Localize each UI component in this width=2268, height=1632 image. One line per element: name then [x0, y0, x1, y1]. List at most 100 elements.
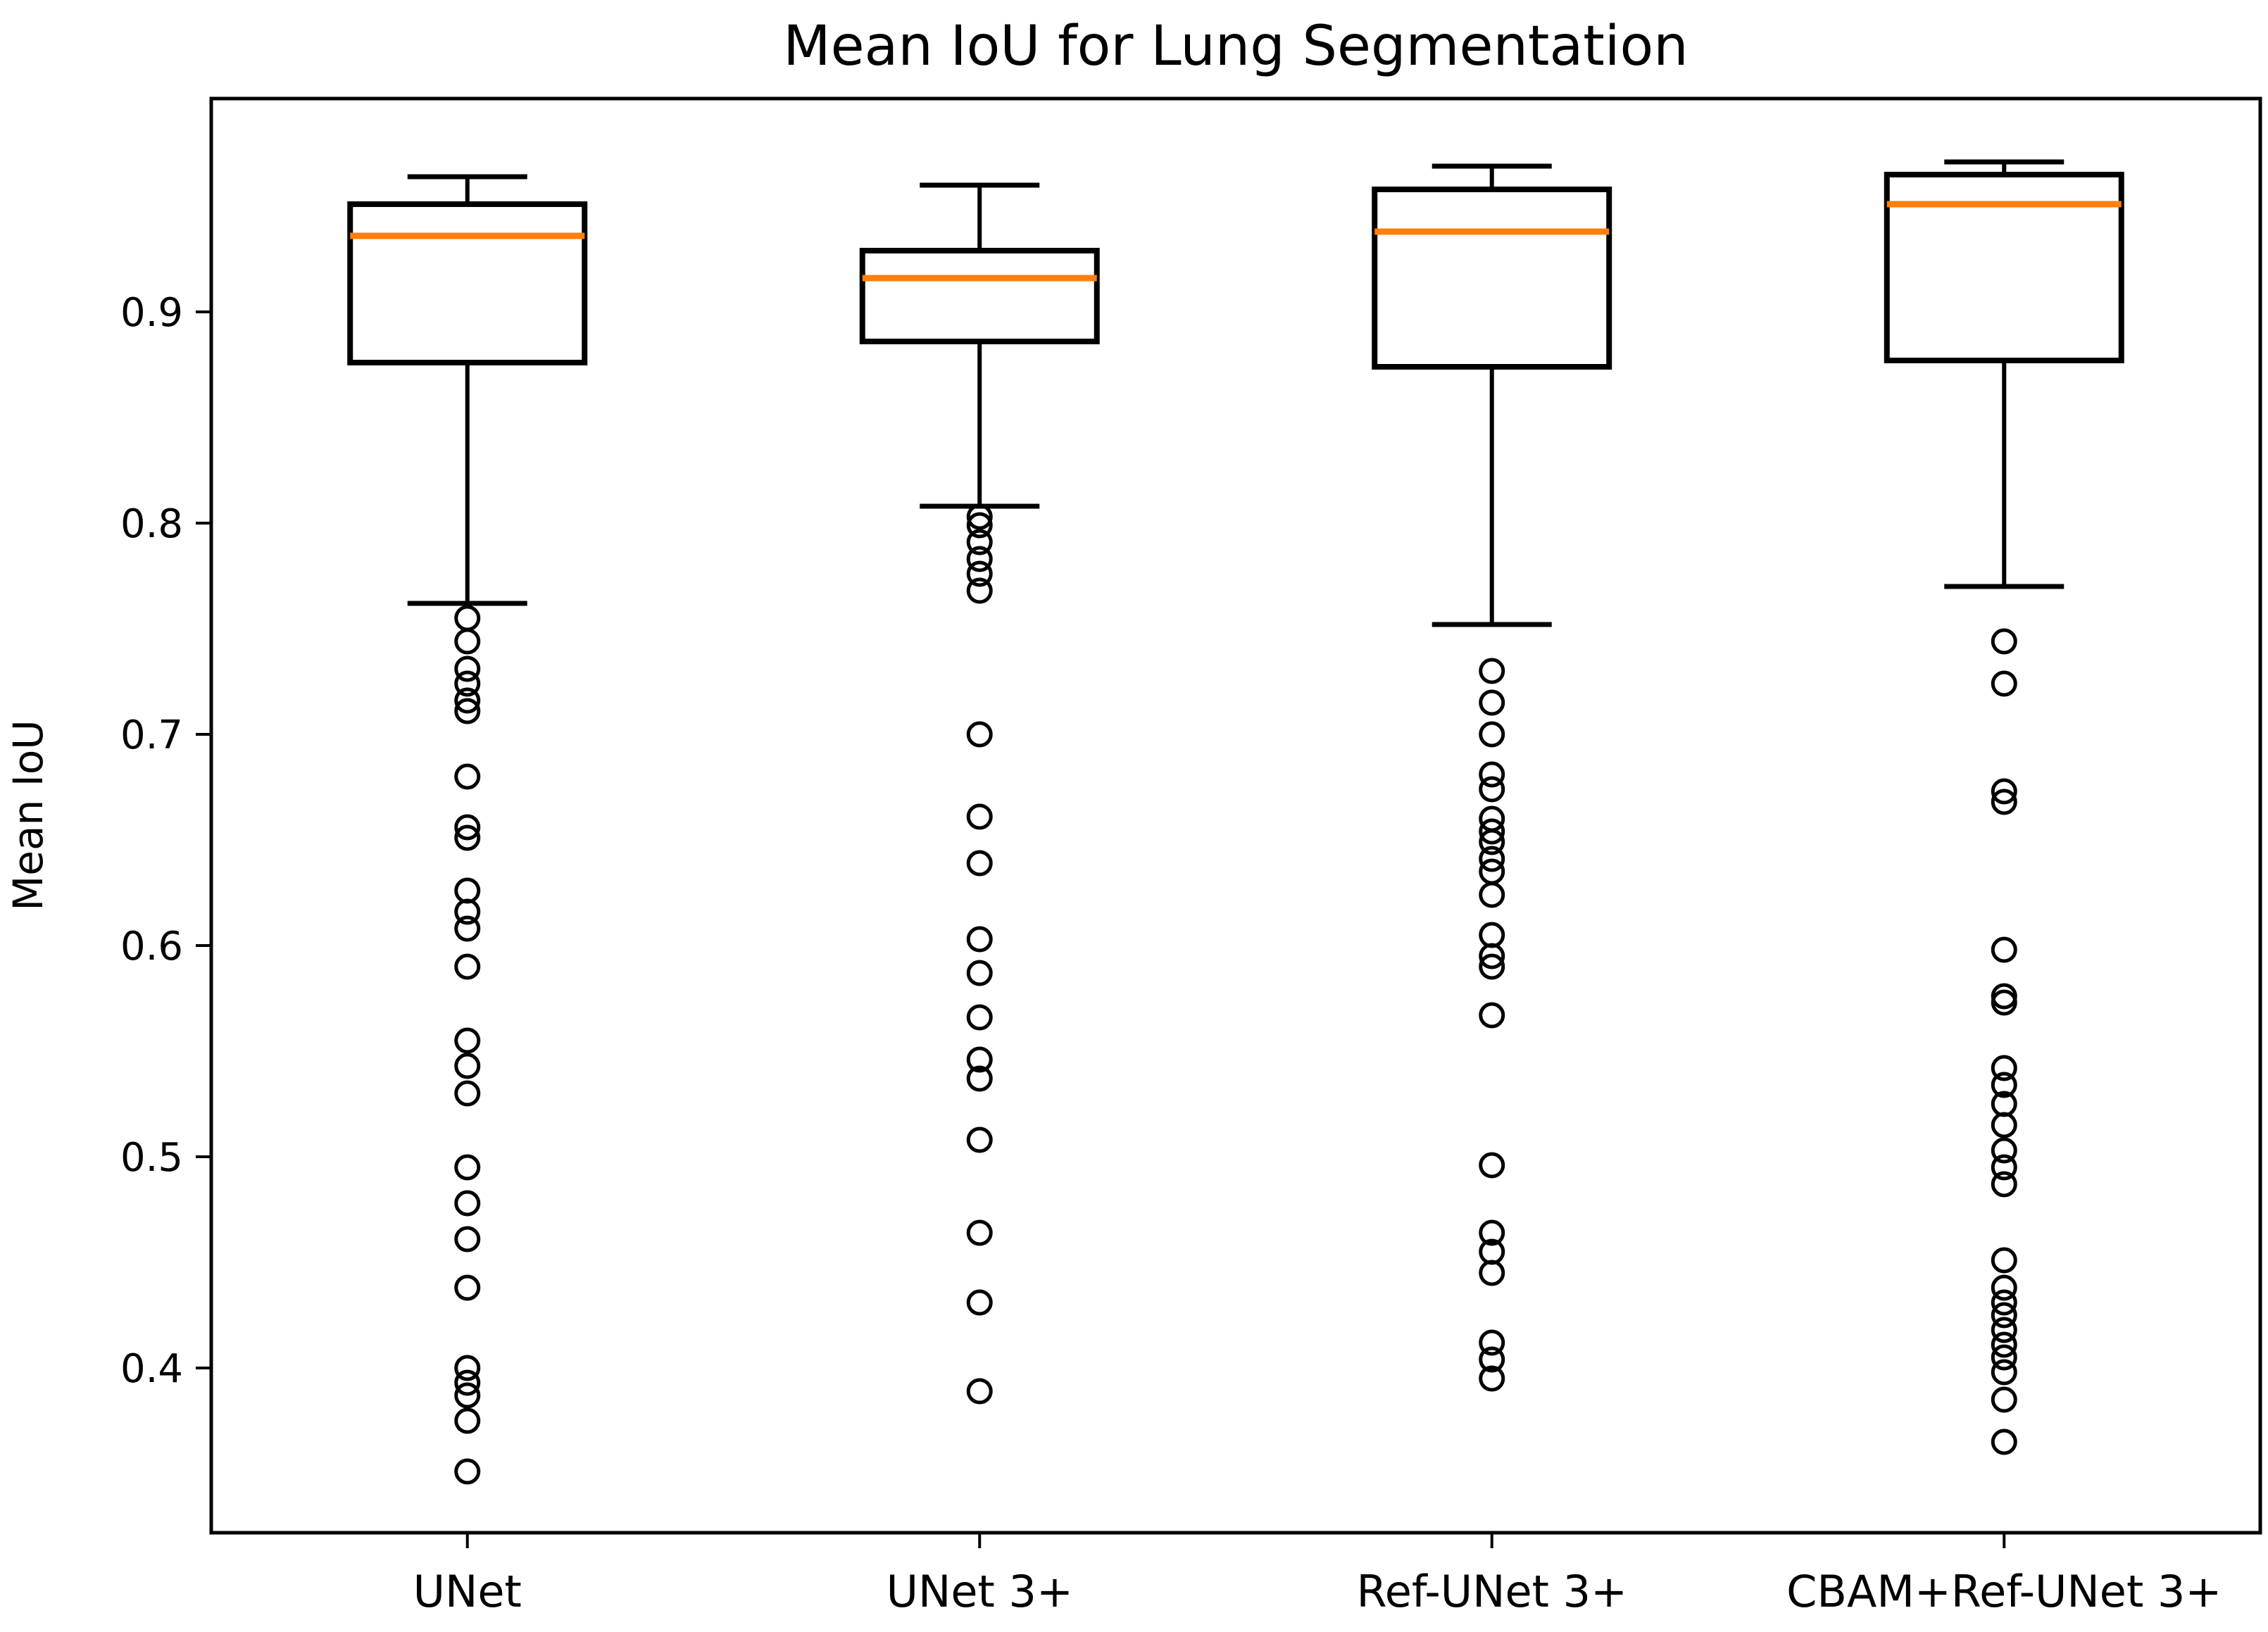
outlier-point: [454, 628, 481, 655]
x-tick-label: Ref-UNet 3+: [1356, 1566, 1627, 1617]
outlier-point: [454, 1407, 481, 1434]
outlier-point: [1991, 1072, 2017, 1098]
x-tick-label: CBAM+Ref-UNet 3+: [1786, 1566, 2222, 1617]
outlier-point: [1991, 1386, 2017, 1413]
outlier-point: [966, 803, 993, 830]
outlier-point: [454, 1382, 481, 1409]
outlier-point: [454, 915, 481, 942]
outlier-point: [1479, 922, 1505, 948]
outlier-point: [454, 1274, 481, 1301]
outlier-point: [1991, 1289, 2017, 1316]
outlier-point: [1479, 689, 1505, 716]
outlier-point: [1991, 1171, 2017, 1198]
outlier-point: [1479, 1219, 1505, 1246]
outlier-point: [966, 1046, 993, 1073]
outlier-point: [1479, 1365, 1505, 1392]
plot-border: [209, 96, 2262, 1535]
outlier-point: [966, 503, 993, 530]
outlier-point: [1479, 721, 1505, 748]
iqr-box: [347, 201, 588, 365]
outlier-point: [454, 655, 481, 682]
outlier-point: [1991, 1359, 2017, 1386]
y-tick-label: 0.5: [120, 1135, 183, 1181]
outlier-point: [1479, 1260, 1505, 1286]
outlier-point: [454, 763, 481, 790]
y-axis-label: Mean IoU: [4, 720, 52, 911]
outlier-point: [454, 687, 481, 714]
outlier-point: [966, 1219, 993, 1246]
outlier-point: [454, 1355, 481, 1381]
outlier-point: [966, 1126, 993, 1153]
outlier-point: [454, 670, 481, 697]
y-tick-label: 0.4: [120, 1346, 183, 1392]
plot-frame: [209, 96, 2262, 1535]
outlier-point: [454, 1226, 481, 1253]
outlier-point: [1479, 881, 1505, 908]
outlier-point: [966, 546, 993, 572]
y-tick-label: 0.8: [120, 501, 183, 547]
outlier-point: [1991, 1344, 2017, 1371]
outlier-point: [966, 960, 993, 986]
outlier-point: [966, 926, 993, 953]
outlier-point: [454, 605, 481, 632]
outlier-point: [1991, 789, 2017, 815]
outlier-point: [1479, 943, 1505, 969]
outlier-point: [1479, 818, 1505, 845]
outlier-point: [1991, 670, 2017, 697]
outlier-point: [966, 1004, 993, 1031]
chart-title: Mean IoU for Lung Segmentation: [783, 15, 1688, 78]
outlier-point: [1479, 761, 1505, 788]
outlier-point: [966, 1065, 993, 1092]
outlier-point: [454, 898, 481, 925]
outlier-point: [966, 512, 993, 539]
outlier-point: [1479, 846, 1505, 872]
axis-tick-labels: 0.4 0.5 0.6 0.7 0.8 0.9 UNet UNet 3+ Ref-UNet 3+…: [120, 290, 2222, 1617]
outlier-point: [454, 1154, 481, 1181]
box-series: [347, 159, 2124, 1485]
outlier-point: [454, 1080, 481, 1107]
outlier-point: [1991, 1302, 2017, 1329]
outlier-point: [966, 577, 993, 604]
y-tick-label: 0.7: [120, 713, 183, 758]
outlier-point: [1479, 776, 1505, 803]
iqr-box: [1372, 187, 1612, 370]
outlier-point: [1991, 1429, 2017, 1455]
outlier-point: [1991, 1331, 2017, 1358]
outlier-point: [454, 824, 481, 851]
axis-ticks: [196, 310, 2006, 1548]
outlier-point: [966, 1289, 993, 1316]
outlier-point: [1479, 1002, 1505, 1029]
box-group-ref-unet-3-: [1372, 163, 1612, 1392]
outlier-point: [1991, 1274, 2017, 1301]
outlier-point: [1991, 1154, 2017, 1181]
outlier-point: [454, 814, 481, 841]
outlier-point: [454, 953, 481, 980]
outlier-point: [1991, 1317, 2017, 1343]
y-tick-label: 0.6: [120, 924, 183, 969]
outlier-point: [454, 1458, 481, 1485]
outlier-point: [1991, 989, 2017, 1016]
box-group-unet: [347, 174, 588, 1485]
outlier-point: [454, 877, 481, 904]
iqr-box: [859, 248, 1100, 344]
x-tick-label: UNet: [413, 1566, 522, 1617]
outlier-point: [454, 1369, 481, 1396]
outlier-point: [1991, 778, 2017, 805]
outlier-point: [1479, 1152, 1505, 1179]
outlier-point: [966, 850, 993, 877]
outlier-point: [966, 721, 993, 748]
outlier-point: [1991, 936, 2017, 963]
outlier-point: [1479, 658, 1505, 684]
y-tick-label: 0.9: [120, 290, 183, 336]
outlier-point: [1479, 829, 1505, 855]
outlier-point: [1991, 1247, 2017, 1274]
box-group-unet-3-: [859, 182, 1100, 1405]
outlier-point: [454, 1027, 481, 1054]
outlier-point: [454, 1190, 481, 1217]
outlier-point: [966, 1378, 993, 1405]
outlier-point: [1991, 628, 2017, 655]
box-group-cbam-ref-unet-3-: [1884, 159, 2124, 1455]
x-tick-label: UNet 3+: [886, 1566, 1073, 1617]
